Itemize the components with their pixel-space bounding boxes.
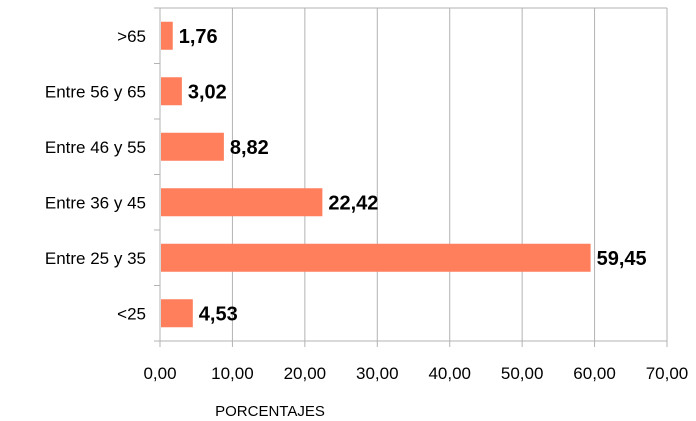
data-labels: 1,76 3,02 8,82 22,42 59,45 4,53 xyxy=(179,26,647,326)
bar xyxy=(161,21,173,50)
category-label: Entre 46 y 55 xyxy=(45,138,146,157)
category-labels: >65 Entre 56 y 65 Entre 46 y 55 Entre 36 y … xyxy=(45,27,146,324)
x-tick-label: 40,00 xyxy=(428,364,471,383)
data-label: 8,82 xyxy=(230,137,269,159)
data-label: 59,45 xyxy=(597,248,647,270)
bar xyxy=(161,132,224,161)
bar xyxy=(161,299,193,328)
bar xyxy=(161,188,323,217)
bar xyxy=(161,77,182,106)
category-label: Entre 36 y 45 xyxy=(45,193,146,212)
x-tick-label: 60,00 xyxy=(573,364,616,383)
gridlines xyxy=(231,8,668,341)
x-tick-label: 10,00 xyxy=(211,364,254,383)
category-label: Entre 56 y 65 xyxy=(45,82,146,101)
bars xyxy=(161,21,591,328)
data-label: 1,76 xyxy=(179,26,218,48)
data-label: 4,53 xyxy=(199,303,238,325)
category-label: >65 xyxy=(117,27,146,46)
axes xyxy=(154,7,668,347)
x-tick-label: 50,00 xyxy=(501,364,544,383)
x-tick-label: 20,00 xyxy=(284,364,327,383)
data-label: 22,42 xyxy=(328,192,378,214)
x-tick-label: 30,00 xyxy=(356,364,399,383)
bar xyxy=(161,243,591,272)
data-label: 3,02 xyxy=(188,81,227,103)
category-label: <25 xyxy=(117,304,146,323)
x-tick-label: 0,00 xyxy=(143,364,176,383)
x-tick-labels: 0,00 10,00 20,00 30,00 40,00 50,00 60,00 70,00 xyxy=(143,364,688,383)
x-tick-label: 70,00 xyxy=(646,364,689,383)
x-axis-title: PORCENTAJES xyxy=(215,403,325,420)
category-label: Entre 25 y 35 xyxy=(45,249,146,268)
